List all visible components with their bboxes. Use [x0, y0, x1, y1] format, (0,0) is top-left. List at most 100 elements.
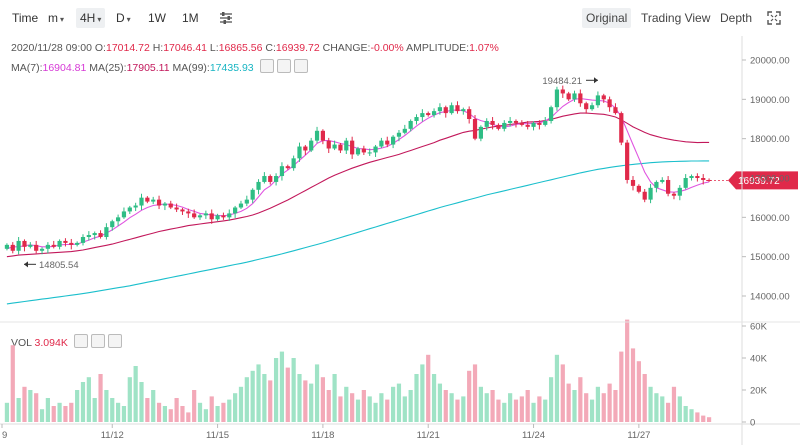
candle-body [86, 235, 91, 237]
candle-body [619, 113, 624, 143]
vol-value: 3.094K [34, 337, 68, 349]
y-tick-label: 17000.00 [750, 174, 790, 185]
close-label: C: [265, 42, 276, 54]
candle-body [701, 178, 706, 180]
candle-body [478, 126, 483, 139]
volume-bar [4, 402, 10, 422]
ma99-value: 17435.93 [209, 62, 254, 74]
volume-bar [355, 399, 361, 422]
volume-bar [554, 354, 560, 422]
volume-bar [431, 374, 437, 422]
volume-bar [508, 393, 513, 422]
candle-body [186, 211, 191, 214]
ma25-line [6, 112, 710, 258]
volume-bar [548, 377, 554, 422]
volume-bar [303, 380, 308, 422]
x-tick-label: 11/18 [311, 430, 334, 441]
candle-body [589, 105, 595, 110]
candle-body [355, 148, 361, 155]
last-price-label: 16939.72 [738, 176, 780, 187]
time-button[interactable]: Time [12, 11, 39, 25]
candle-body [145, 197, 150, 202]
volume-bar [250, 370, 255, 422]
volume-bar [16, 398, 21, 422]
candle-body [379, 140, 384, 147]
candle-body [250, 189, 255, 200]
candle-body [548, 107, 554, 121]
view-depth-button[interactable]: Depth [720, 11, 753, 25]
candle-body [402, 128, 407, 133]
candle-body [10, 244, 15, 251]
candle-body [215, 215, 220, 220]
volume-bar [344, 386, 349, 422]
minute-interval-dropdown[interactable]: m ▾ [44, 8, 68, 28]
volume-bar [443, 390, 448, 422]
volume-bar [537, 396, 542, 422]
fullscreen-icon[interactable] [766, 10, 782, 26]
interval-4h-dropdown[interactable]: 4H ▾ [76, 8, 106, 28]
vol-tick-label: 60K [750, 322, 768, 333]
indicator-settings-icon[interactable] [218, 10, 234, 26]
volume-bar [531, 402, 536, 422]
candle-body [350, 140, 355, 155]
volume-bar [86, 377, 91, 422]
volume-bar [367, 396, 372, 422]
settings-icon[interactable] [90, 334, 105, 348]
settings-icon[interactable] [276, 59, 291, 73]
candle-body [151, 199, 156, 202]
volume-bar [326, 390, 331, 422]
volume-bar [601, 393, 606, 422]
volume-bar [221, 402, 226, 422]
candle-body [431, 111, 437, 116]
vol-tick-label: 0 [750, 418, 755, 429]
candle-body [437, 107, 443, 112]
volume-bar [467, 370, 472, 422]
candle-body [314, 130, 320, 141]
low-label: L: [209, 42, 219, 54]
view-tradingview-button[interactable]: Trading View [641, 11, 711, 25]
interval-4h-label: 4H [80, 11, 96, 25]
candle-body [244, 199, 249, 204]
eye-icon[interactable] [259, 59, 274, 73]
volume-bar [572, 390, 577, 422]
open-value: 17014.72 [105, 42, 150, 54]
candle-body [262, 176, 267, 182]
close-icon[interactable] [107, 334, 122, 348]
candle-body [256, 181, 261, 190]
chevron-down-icon: ▾ [97, 15, 102, 24]
volume-bar [338, 396, 343, 422]
candle-body [273, 176, 279, 182]
candle-body [695, 176, 700, 178]
volume-bar [309, 383, 314, 422]
candle-body [209, 213, 214, 220]
candle-body [192, 213, 197, 218]
eye-icon[interactable] [73, 334, 88, 348]
ma-info-line: MA(7):16904.81 MA(25):17905.11 MA(99):17… [11, 59, 308, 74]
candle-body [671, 193, 677, 196]
volume-bar [689, 409, 694, 422]
interval-week-button[interactable]: 1W [148, 11, 166, 25]
interval-day-label: D [116, 11, 125, 25]
close-icon[interactable] [293, 59, 308, 73]
volume-bar [268, 380, 273, 422]
candle-body [449, 105, 454, 114]
candle-body [291, 158, 296, 169]
volume-bar [619, 351, 624, 422]
volume-bar [613, 390, 618, 422]
volume-bar [320, 377, 325, 422]
candle-body [572, 93, 577, 100]
candle-body [578, 93, 583, 104]
volume-bar [279, 351, 285, 422]
interval-month-button[interactable]: 1M [182, 11, 199, 25]
candle-body [326, 140, 331, 149]
view-original-button[interactable]: Original [582, 8, 632, 28]
volume-bar [671, 386, 677, 422]
low-value: 16865.56 [218, 42, 263, 54]
interval-day-dropdown[interactable]: D ▾ [112, 8, 135, 28]
volume-bar [513, 399, 519, 422]
volume-bar [379, 393, 384, 422]
volume-bar [45, 398, 50, 422]
y-tick-label: 19000.00 [750, 95, 790, 106]
candle-body [455, 105, 460, 112]
